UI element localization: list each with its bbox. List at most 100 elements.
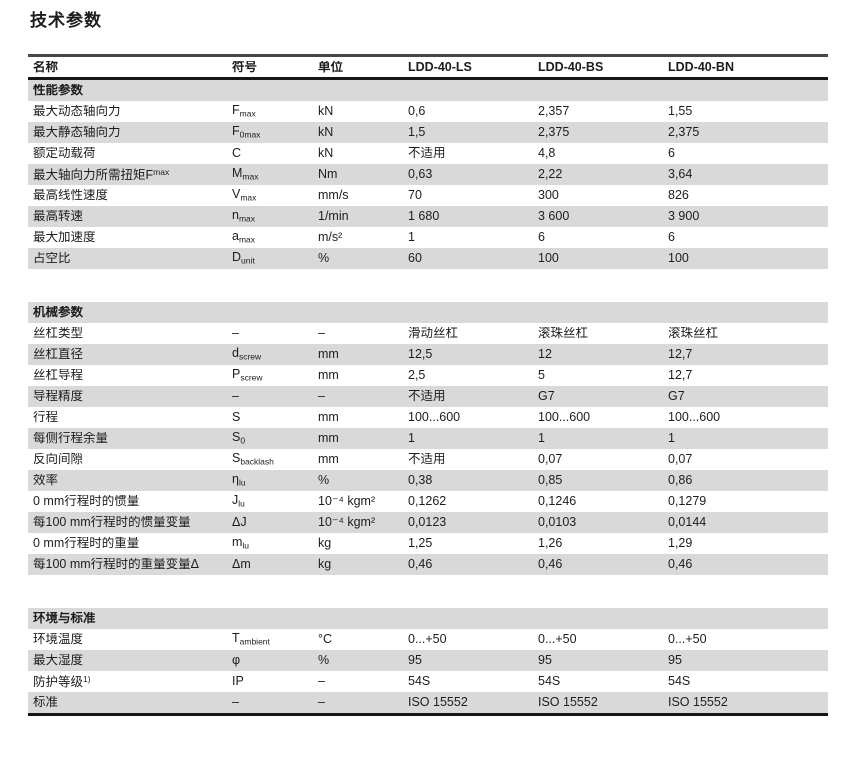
table-row: 防护等级1) IP – 54S 54S 54S bbox=[28, 671, 828, 692]
param-value-LDD-40-BS: 2,22 bbox=[538, 168, 563, 181]
table-row: 每100 mm行程时的重量变量Δ Δm kg 0,46 0,46 0,46 bbox=[28, 554, 828, 575]
param-value-LDD-40-BN: G7 bbox=[668, 390, 685, 403]
param-unit: kg bbox=[318, 537, 332, 550]
param-value-LDD-40-LS: 1,5 bbox=[408, 126, 426, 139]
param-value-LDD-40-BS: 0,85 bbox=[538, 474, 563, 487]
param-symbol: dscrew bbox=[232, 347, 262, 362]
param-symbol: Δm bbox=[232, 558, 251, 571]
param-unit: % bbox=[318, 474, 330, 487]
table-row: 导程精度 – – 不适用 G7 G7 bbox=[28, 386, 828, 407]
param-value-LDD-40-BS: 1,26 bbox=[538, 537, 563, 550]
param-value-LDD-40-BN: 1 bbox=[668, 432, 675, 445]
param-value-LDD-40-BN: 12,7 bbox=[668, 348, 693, 361]
param-symbol: ΔJ bbox=[232, 516, 247, 529]
section-header: 机械参数 bbox=[28, 302, 828, 323]
table-row: 反向间隙 Sbacklash mm 不适用 0,07 0,07 bbox=[28, 449, 828, 470]
param-name: 行程 bbox=[33, 411, 59, 424]
param-symbol: φ bbox=[232, 654, 241, 667]
table-row: 最高转速 nmax 1/min 1 680 3 600 3 900 bbox=[28, 206, 828, 227]
param-value-LDD-40-BN: 0,46 bbox=[668, 558, 693, 571]
param-unit: kN bbox=[318, 105, 334, 118]
param-symbol: Mmax bbox=[232, 167, 259, 182]
param-value-LDD-40-BN: 0...+50 bbox=[668, 633, 707, 646]
table-row: 标准 – – ISO 15552 ISO 15552 ISO 15552 bbox=[28, 692, 828, 713]
page-title: 技术参数 bbox=[30, 11, 102, 30]
param-symbol: C bbox=[232, 147, 242, 160]
param-name: 效率 bbox=[33, 474, 59, 487]
param-value-LDD-40-BN: 3 900 bbox=[668, 210, 700, 223]
param-value-LDD-40-BS: 95 bbox=[538, 654, 552, 667]
param-unit: mm bbox=[318, 411, 339, 424]
param-unit: – bbox=[318, 327, 325, 340]
param-value-LDD-40-LS: 1 bbox=[408, 231, 415, 244]
param-value-LDD-40-LS: 1,25 bbox=[408, 537, 433, 550]
param-value-LDD-40-BN: 3,64 bbox=[668, 168, 693, 181]
param-name: 最大加速度 bbox=[33, 231, 96, 244]
header-bottom-rule bbox=[28, 77, 828, 80]
table-row: 环境温度 Tambient °C 0...+50 0...+50 0...+50 bbox=[28, 629, 828, 650]
param-value-LDD-40-LS: 0,38 bbox=[408, 474, 433, 487]
param-name: 0 mm行程时的重量 bbox=[33, 537, 140, 550]
table-row: 效率 ηlu% 0,38 0,85 0,86 bbox=[28, 470, 828, 491]
param-value-LDD-40-BS: G7 bbox=[538, 390, 555, 403]
param-value-LDD-40-LS: 95 bbox=[408, 654, 422, 667]
param-unit: % bbox=[318, 252, 330, 265]
section-gap bbox=[28, 269, 828, 302]
param-name: 最大轴向力所需扭矩Fmax bbox=[33, 167, 170, 182]
column-header-0: 名称 bbox=[33, 60, 59, 74]
param-value-LDD-40-BN: 0,07 bbox=[668, 453, 693, 466]
table-header-row: 名称 符号 单位 LDD-40-LS LDD-40-BS LDD-40-BN bbox=[28, 57, 828, 77]
table-row: 0 mm行程时的重量 mlu kg 1,25 1,26 1,29 bbox=[28, 533, 828, 554]
param-value-LDD-40-BS: 3 600 bbox=[538, 210, 570, 223]
section-title-label: 性能参数 bbox=[33, 84, 84, 97]
param-value-LDD-40-LS: 0,1262 bbox=[408, 495, 447, 508]
param-name: 额定动载荷 bbox=[33, 147, 96, 160]
column-header-3: LDD-40-LS bbox=[408, 60, 472, 74]
param-value-LDD-40-LS: 12,5 bbox=[408, 348, 433, 361]
param-value-LDD-40-BS: 0,0103 bbox=[538, 516, 577, 529]
param-value-LDD-40-BS: 300 bbox=[538, 189, 559, 202]
column-header-2: 单位 bbox=[318, 60, 344, 74]
param-name: 0 mm行程时的惯量 bbox=[33, 495, 140, 508]
param-unit: 10⁻⁴ kgm² bbox=[318, 516, 376, 529]
param-name: 标准 bbox=[33, 696, 59, 709]
param-value-LDD-40-BN: 95 bbox=[668, 654, 682, 667]
param-symbol: IP bbox=[232, 675, 244, 688]
param-value-LDD-40-BN: 100...600 bbox=[668, 411, 721, 424]
table-row: 最大静态轴向力 F0max kN 1,5 2,375 2,375 bbox=[28, 122, 828, 143]
param-unit: 1/min bbox=[318, 210, 349, 223]
param-name: 导程精度 bbox=[33, 390, 84, 403]
param-value-LDD-40-BS: 2,357 bbox=[538, 105, 570, 118]
param-value-LDD-40-LS: 0,63 bbox=[408, 168, 433, 181]
param-name: 反向间隙 bbox=[33, 453, 84, 466]
param-value-LDD-40-BN: 2,375 bbox=[668, 126, 700, 139]
param-value-LDD-40-LS: 0,0123 bbox=[408, 516, 447, 529]
table-row: 占空比 Dunit% 60 100 100 bbox=[28, 248, 828, 269]
param-symbol: S0 bbox=[232, 431, 246, 446]
param-unit: kN bbox=[318, 126, 334, 139]
param-value-LDD-40-LS: 不适用 bbox=[408, 147, 446, 160]
param-value-LDD-40-LS: 不适用 bbox=[408, 453, 446, 466]
param-value-LDD-40-BS: 6 bbox=[538, 231, 545, 244]
table-top-rule bbox=[28, 54, 828, 57]
param-value-LDD-40-BN: 滚珠丝杠 bbox=[668, 327, 719, 340]
param-value-LDD-40-BN: 12,7 bbox=[668, 369, 693, 382]
param-symbol: nmax bbox=[232, 209, 256, 224]
column-header-1: 符号 bbox=[232, 60, 258, 74]
table-row: 最大轴向力所需扭矩Fmax Mmax Nm 0,63 2,22 3,64 bbox=[28, 164, 828, 185]
param-value-LDD-40-BN: 54S bbox=[668, 675, 691, 688]
param-value-LDD-40-BS: 0,07 bbox=[538, 453, 563, 466]
param-symbol: ηlu bbox=[232, 473, 246, 488]
param-unit: mm bbox=[318, 453, 339, 466]
param-symbol: Sbacklash bbox=[232, 452, 274, 467]
param-name: 环境温度 bbox=[33, 633, 84, 646]
param-value-LDD-40-BS: 4,8 bbox=[538, 147, 556, 160]
table-row: 最大动态轴向力 Fmax kN 0,6 2,357 1,55 bbox=[28, 101, 828, 122]
param-symbol: Pscrew bbox=[232, 368, 263, 383]
param-symbol: – bbox=[232, 327, 239, 340]
param-name: 每100 mm行程时的惯量变量 bbox=[33, 516, 191, 529]
table-body: 性能参数 最大动态轴向力 Fmax kN 0,6 2,357 1,55 最大静态轴向力 F0ma… bbox=[28, 80, 828, 713]
table-row: 最大加速度 amax m/s² 1 6 6 bbox=[28, 227, 828, 248]
